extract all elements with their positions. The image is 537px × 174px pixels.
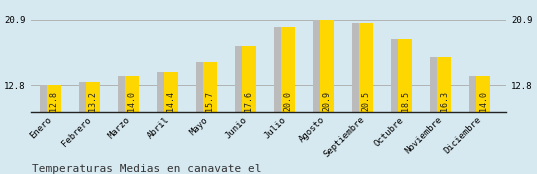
Bar xyxy=(157,72,171,174)
Bar xyxy=(430,57,445,174)
Bar xyxy=(195,62,211,174)
Bar xyxy=(476,76,490,174)
Text: 13.2: 13.2 xyxy=(89,91,97,111)
Bar xyxy=(390,39,405,174)
Text: 14.4: 14.4 xyxy=(166,91,176,111)
Bar xyxy=(397,39,412,174)
Bar xyxy=(202,62,217,174)
Bar xyxy=(40,85,54,174)
Bar xyxy=(352,23,366,174)
Text: 20.5: 20.5 xyxy=(361,91,371,111)
Text: 20.9: 20.9 xyxy=(323,91,331,111)
Bar xyxy=(78,82,93,174)
Text: 14.0: 14.0 xyxy=(478,91,488,111)
Bar xyxy=(469,76,483,174)
Bar xyxy=(320,20,335,174)
Bar xyxy=(242,46,256,174)
Bar xyxy=(118,76,132,174)
Text: 16.3: 16.3 xyxy=(440,91,448,111)
Bar xyxy=(235,46,249,174)
Bar xyxy=(313,20,328,174)
Text: 12.8: 12.8 xyxy=(49,91,59,111)
Bar xyxy=(47,85,61,174)
Text: 18.5: 18.5 xyxy=(401,91,410,111)
Bar xyxy=(85,82,100,174)
Text: 14.0: 14.0 xyxy=(127,91,136,111)
Text: 15.7: 15.7 xyxy=(206,91,214,111)
Bar xyxy=(273,27,288,174)
Bar xyxy=(125,76,140,174)
Bar xyxy=(281,27,295,174)
Text: 20.0: 20.0 xyxy=(284,91,293,111)
Bar xyxy=(164,72,178,174)
Bar xyxy=(437,57,452,174)
Text: Temperaturas Medias en canavate el: Temperaturas Medias en canavate el xyxy=(32,164,262,174)
Bar xyxy=(359,23,373,174)
Text: 17.6: 17.6 xyxy=(244,91,253,111)
